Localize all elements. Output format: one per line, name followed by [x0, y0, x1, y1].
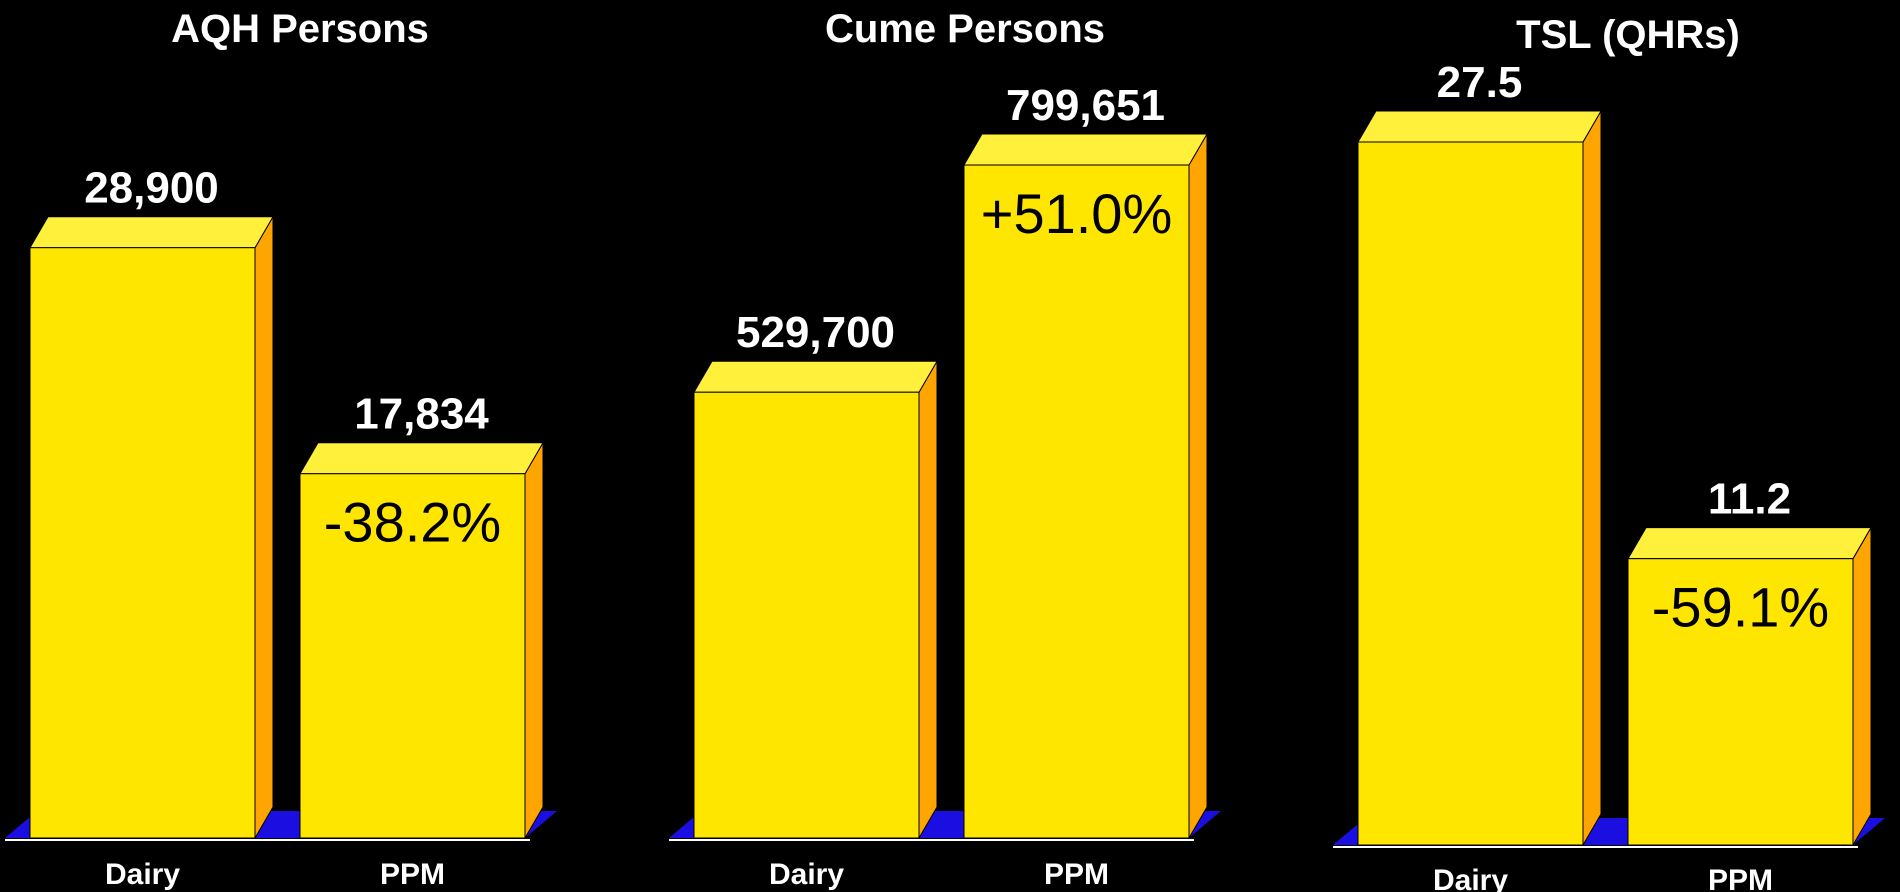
bar-ppm: 11.2 -59.1% [1627, 475, 1872, 847]
bar-dairy: 27.5 [1357, 58, 1602, 847]
change-percent-label: +51.0% [981, 182, 1173, 245]
bar-ppm: 799,651 +51.0% [963, 81, 1208, 840]
change-percent-label: -59.1% [1652, 576, 1829, 639]
bar-front-face [693, 391, 920, 839]
bar-front-face [1357, 141, 1584, 846]
chart-panel-3: TSL (QHRs)27.5 Dairy 11.2 -59.1% PPM [1333, 13, 1885, 892]
bar-top-face [963, 133, 1208, 166]
bar-ppm: 17,834 -38.2% [299, 390, 544, 840]
category-label: PPM [1708, 864, 1773, 892]
change-percent-label: -38.2% [324, 491, 501, 554]
bar-top-face [29, 216, 274, 249]
bar-value-label: 27.5 [1437, 58, 1523, 107]
bar-value-label: 28,900 [84, 164, 219, 213]
bar-top-face [1357, 110, 1602, 143]
chart-panel-1: AQH Persons 28,900 Dairy 17,834 -38.2% PPM [5, 7, 557, 891]
bar-side-face [254, 214, 274, 840]
bar-side-face [1582, 109, 1602, 847]
bar-dairy: 28,900 [29, 164, 274, 840]
bar-value-label: 529,700 [736, 308, 895, 357]
category-label: Dairy [769, 858, 844, 891]
bar-dairy: 529,700 [693, 308, 938, 840]
bar-front-face [299, 473, 526, 839]
bar-side-face [1188, 132, 1208, 840]
bar-side-face [918, 359, 938, 840]
chart-title: Cume Persons [825, 7, 1105, 51]
bar-side-face [1852, 525, 1872, 847]
category-label: PPM [380, 858, 445, 891]
bar-value-label: 799,651 [1006, 81, 1165, 130]
bar-side-face [524, 440, 544, 840]
bar-value-label: 17,834 [354, 390, 489, 439]
bar-front-face [963, 164, 1190, 839]
category-label: PPM [1044, 858, 1109, 891]
bar-front-face [29, 247, 256, 839]
bar-top-face [299, 442, 544, 475]
category-label: Dairy [105, 858, 180, 891]
chart-title: TSL (QHRs) [1516, 13, 1740, 57]
bar-value-label: 11.2 [1708, 475, 1791, 524]
category-label: Dairy [1433, 864, 1508, 892]
bar-top-face [1627, 527, 1872, 560]
bar-front-face [1627, 558, 1854, 846]
bar-top-face [693, 360, 938, 393]
chart-title: AQH Persons [171, 7, 429, 51]
chart-panel-2: Cume Persons 529,700 Dairy 799,651 +51.0% PPM [669, 7, 1221, 891]
